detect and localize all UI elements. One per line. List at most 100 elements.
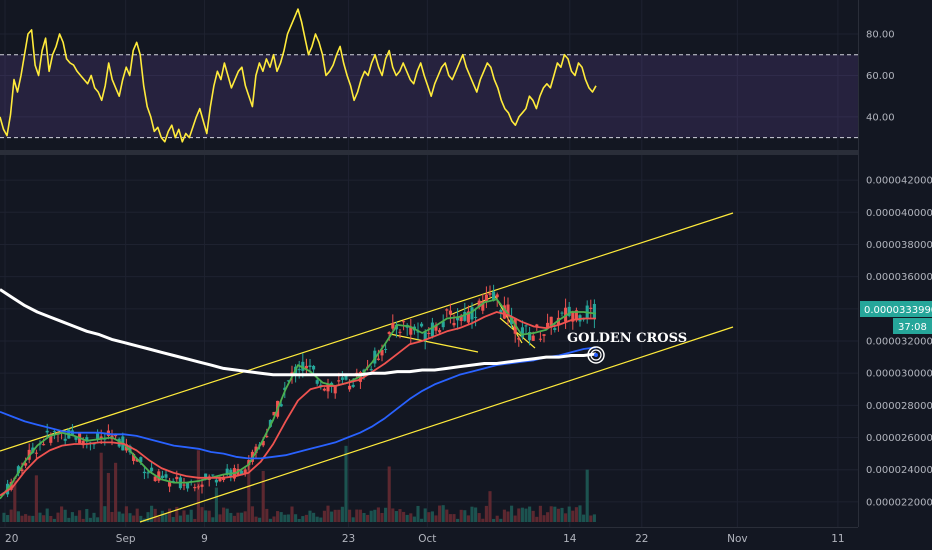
volume-bar — [286, 514, 290, 522]
cross-marker-outer — [587, 346, 605, 364]
volume-bar — [474, 507, 478, 522]
volume-bar — [394, 511, 398, 522]
volume-bar — [92, 512, 96, 522]
volume-bar — [427, 512, 431, 522]
candle-body — [538, 338, 542, 340]
candle-body — [24, 463, 28, 466]
price-axis[interactable]: 40.00 60.00 80.00 0.0000220000 0.0000240000 0… — [858, 0, 932, 550]
candle-body — [214, 479, 218, 483]
candle-body — [312, 365, 316, 370]
volume-bar — [164, 514, 168, 522]
candle-body — [499, 310, 503, 314]
volume-bar — [272, 516, 276, 522]
volume-bar — [477, 513, 481, 522]
volume-bar — [538, 505, 542, 522]
price-tick-label: 0.0000280000 — [866, 401, 932, 412]
candle-body — [74, 436, 78, 440]
volume-bar — [340, 506, 344, 522]
candle-body — [204, 473, 208, 479]
volume-bar — [556, 508, 560, 522]
candle-body — [387, 332, 391, 334]
candle-body — [193, 486, 197, 489]
time-axis[interactable]: 20 Sep 9 23 Oct 14 22 Nov 11 — [0, 527, 932, 550]
volume-bar — [380, 512, 384, 522]
volume-bar — [276, 511, 280, 522]
volume-bar — [319, 517, 323, 522]
volume-bar — [448, 514, 452, 522]
volume-bar — [38, 512, 42, 522]
ma-line-0 — [0, 298, 597, 500]
candle-body — [492, 291, 496, 301]
volume-bar — [376, 507, 380, 522]
candle-body — [445, 309, 449, 311]
volume-bar — [416, 505, 420, 522]
volume-bar — [434, 515, 438, 522]
candle-body — [333, 386, 337, 394]
candle-body — [517, 337, 521, 340]
candle-body — [240, 470, 244, 476]
golden-cross-annotation: GOLDEN CROSS — [567, 331, 687, 364]
volume-bar — [189, 509, 193, 522]
volume-bar — [578, 505, 582, 522]
volume-bar — [114, 462, 118, 522]
volume-bar — [585, 469, 589, 522]
candle-body — [463, 311, 467, 321]
volume-bar — [362, 512, 366, 522]
volume-bar — [524, 508, 528, 522]
candle-body — [139, 457, 143, 463]
candle-body — [506, 304, 510, 317]
volume-bar — [553, 506, 557, 522]
candle-body — [9, 482, 13, 490]
volume-bar — [301, 516, 305, 522]
rsi-tick-label: 40.00 — [866, 112, 895, 123]
candle-body — [42, 444, 46, 446]
volume-bar — [225, 508, 229, 522]
volume-bar — [16, 511, 20, 522]
volume-bar — [571, 510, 575, 522]
time-axis-bg — [0, 527, 932, 550]
candle-body — [326, 383, 330, 392]
volume-bar — [470, 506, 474, 522]
candle-body — [153, 476, 157, 482]
volume-bar — [589, 515, 593, 522]
candle-body — [146, 472, 150, 474]
volume-bar — [268, 518, 272, 522]
candle-body — [434, 324, 438, 331]
volume-bar — [391, 508, 395, 522]
volume-bar — [567, 506, 571, 522]
candle-body — [99, 436, 103, 439]
volume-bar — [409, 513, 413, 522]
candle-body — [142, 471, 146, 474]
volume-bar — [193, 518, 197, 522]
volume-bar — [171, 517, 175, 522]
volume-bar — [222, 507, 226, 522]
candle-body — [553, 328, 557, 330]
ma-line-2 — [0, 346, 597, 460]
volume-bar — [492, 518, 496, 522]
candle-body — [175, 476, 179, 480]
volume-bar — [124, 506, 128, 522]
price-axis-bg — [858, 0, 932, 550]
candle-body — [304, 365, 308, 369]
volume-bar — [355, 509, 359, 522]
pane-divider[interactable] — [0, 150, 932, 155]
volume-bar — [6, 515, 10, 522]
candle-body — [265, 436, 269, 438]
cross-marker-dot — [594, 353, 598, 357]
channel-upper — [0, 212, 734, 452]
volume-bar — [157, 516, 161, 522]
volume-bar — [574, 507, 578, 522]
volume-bar — [279, 512, 283, 522]
pane-separator — [0, 150, 932, 155]
volume-bar — [229, 512, 233, 522]
volume-bar — [211, 517, 215, 522]
candle-body — [272, 411, 276, 416]
candle-body — [574, 310, 578, 321]
rsi-pane[interactable] — [0, 8, 858, 143]
volume-bar — [160, 510, 164, 522]
volume-bar — [146, 512, 150, 522]
candle-body — [225, 468, 229, 474]
candle-body — [481, 301, 485, 311]
candle-body — [466, 311, 470, 323]
